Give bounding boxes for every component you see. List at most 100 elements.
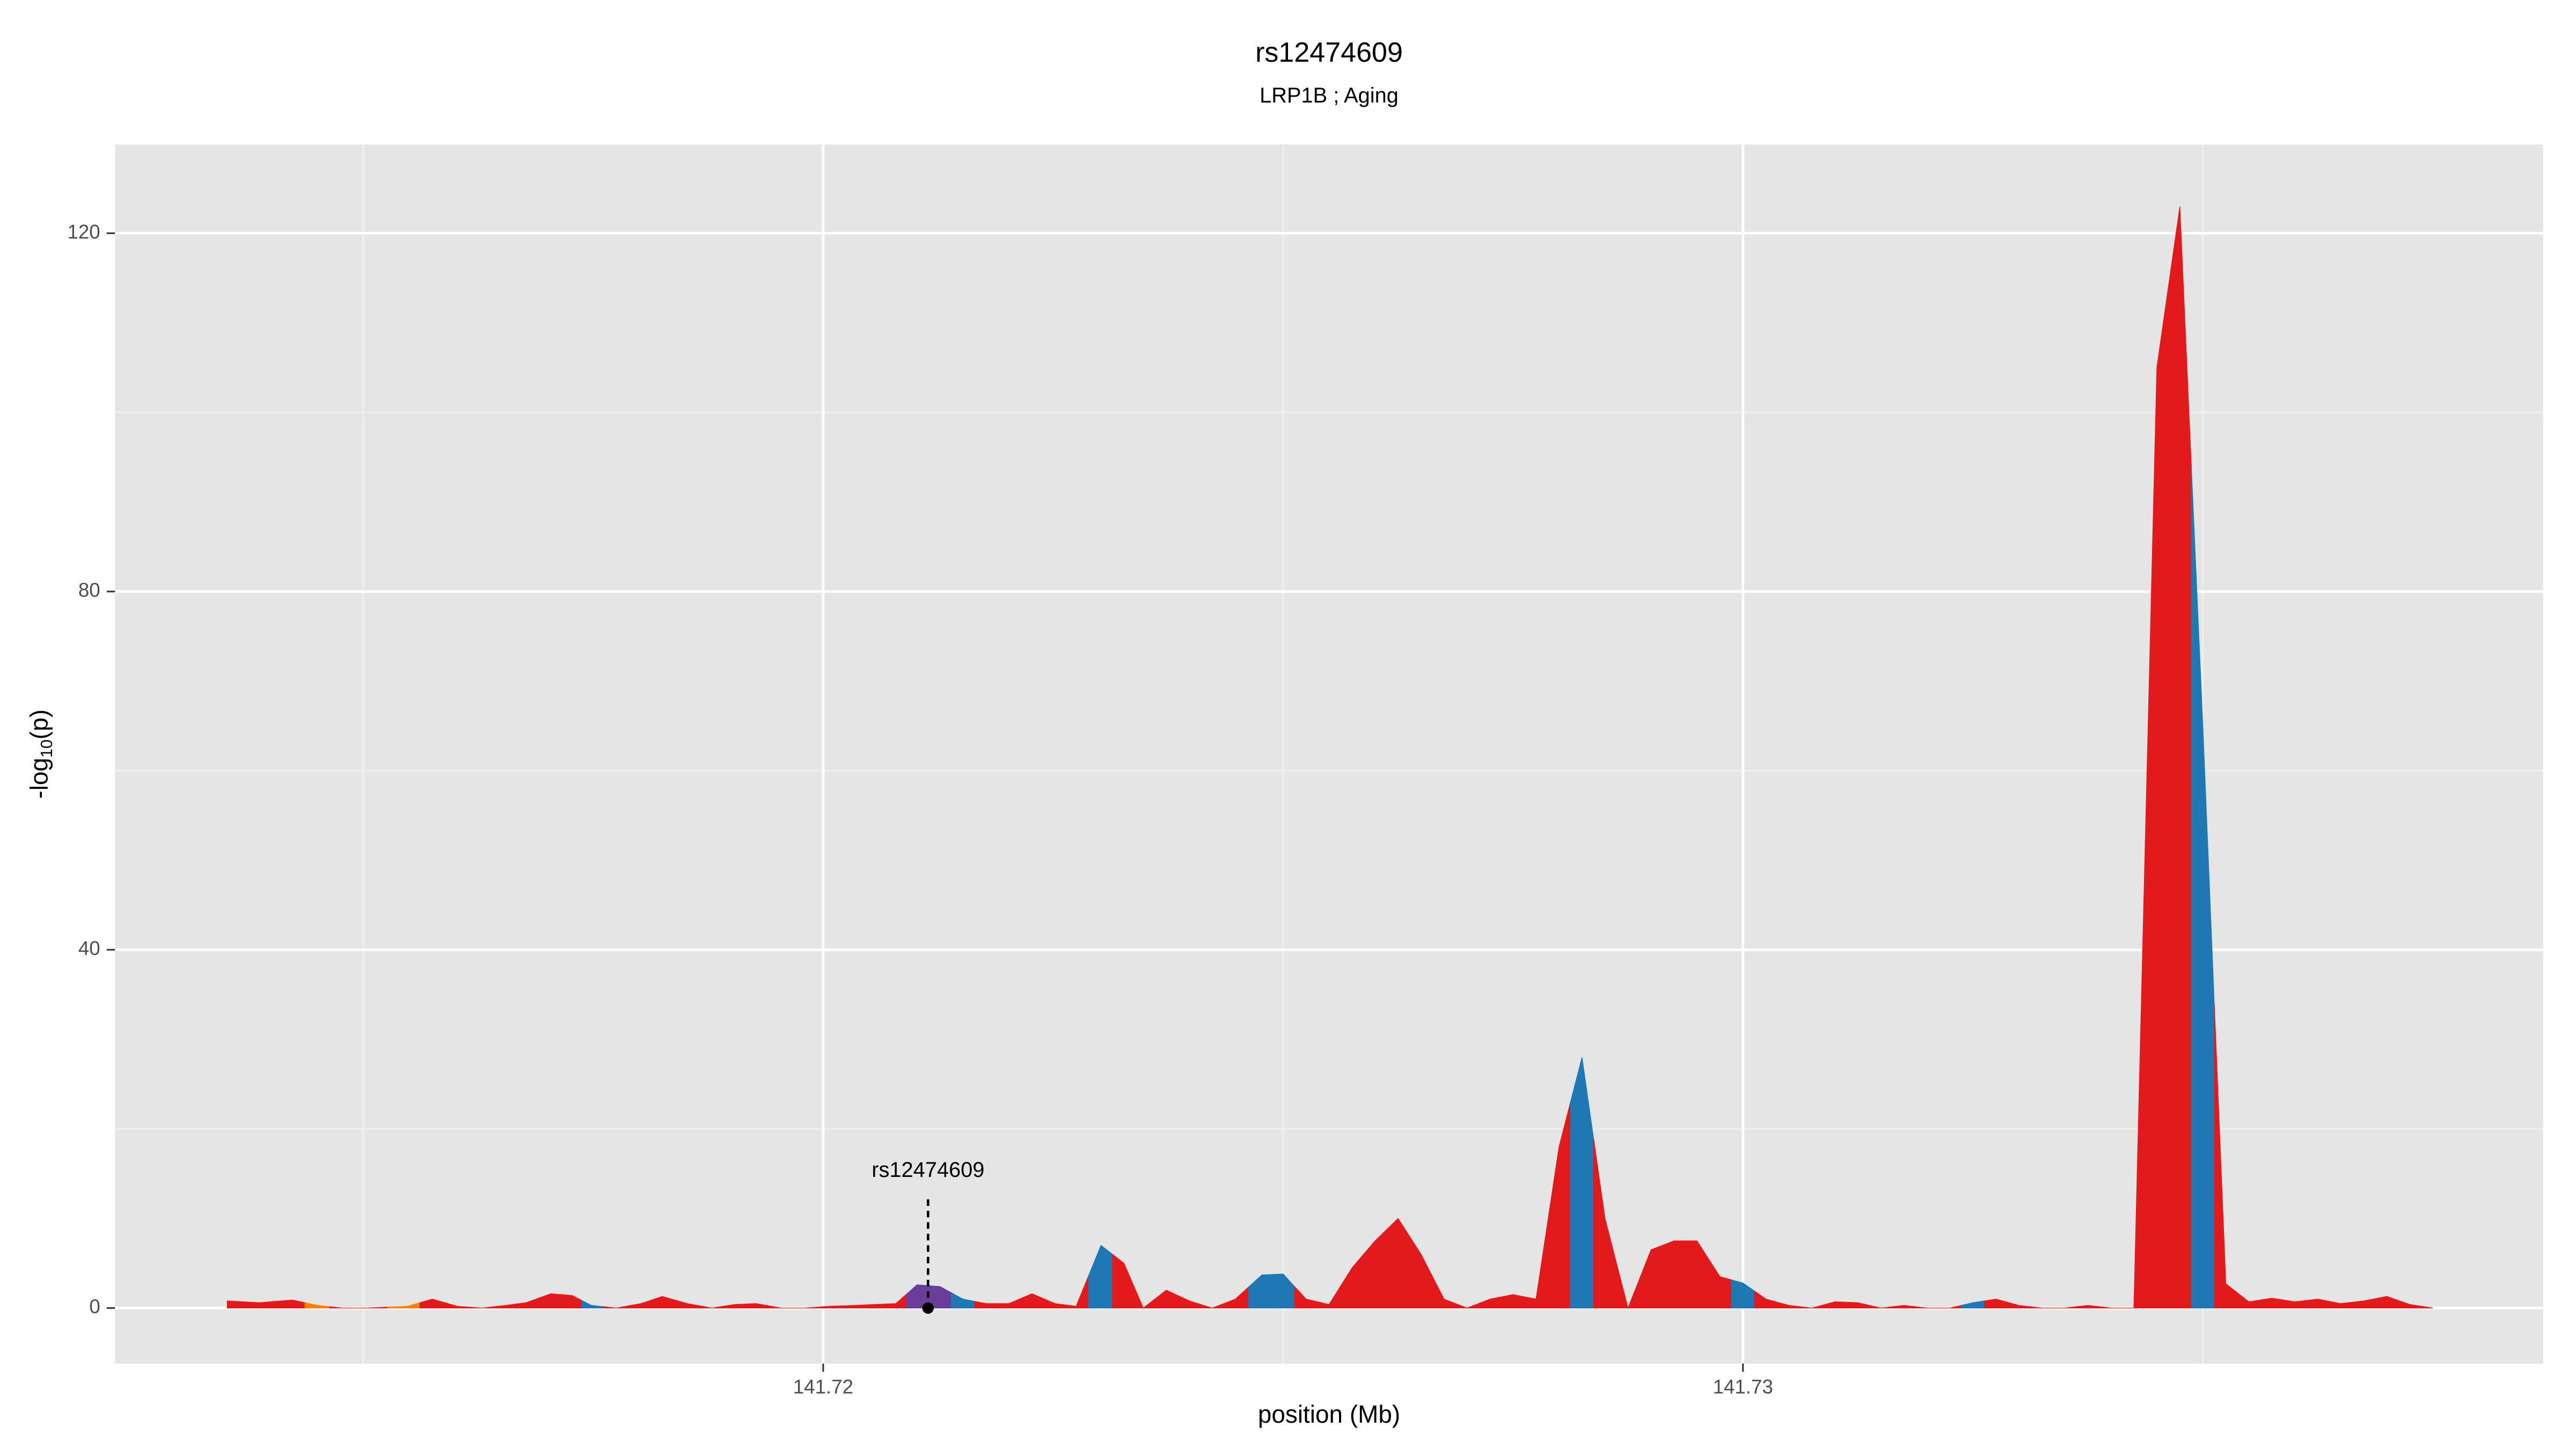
area-segment: [699, 1305, 724, 1308]
y-axis-label-tail: (p): [25, 709, 53, 740]
area-segment: [1478, 1296, 1502, 1308]
x-tick-label: 141.72: [793, 1375, 853, 1397]
area-segment: [674, 1299, 700, 1308]
area-segment: [2168, 206, 2192, 1308]
area-segment: [1547, 1102, 1571, 1308]
area-segment: [1272, 1274, 1295, 1308]
area-segment: [493, 1304, 517, 1308]
area-segment: [1823, 1301, 1847, 1308]
area-segment: [1154, 1290, 1179, 1308]
area-segment: [1363, 1228, 1387, 1308]
area-segment: [1432, 1276, 1456, 1308]
area-segment: [997, 1298, 1021, 1308]
area-segment: [1524, 1223, 1548, 1308]
area-segment: [928, 1285, 952, 1308]
y-tick-label: 80: [78, 579, 100, 601]
area-segment: [974, 1301, 998, 1308]
y-axis-label-sub: 10: [38, 740, 56, 758]
area-segment: [538, 1293, 562, 1308]
area-segment: [2076, 1305, 2100, 1308]
x-tick-label: 141.73: [1713, 1375, 1773, 1397]
area-segment: [603, 1305, 630, 1308]
area: [226, 206, 2433, 1309]
area-segment: [2375, 1296, 2399, 1308]
y-tick-label: 40: [78, 937, 100, 959]
area-segment: [651, 1296, 675, 1308]
area-segment: [1223, 1286, 1249, 1308]
area-segment: [745, 1303, 769, 1308]
area-segment: [723, 1304, 746, 1308]
x-axis-label: position (Mb): [1258, 1400, 1400, 1428]
area-segment: [1708, 1257, 1732, 1308]
highlight-point: [922, 1302, 934, 1314]
area-segment: [628, 1299, 652, 1308]
area-segment: [2007, 1301, 2031, 1308]
area-segment: [419, 1299, 445, 1308]
area-segment: [1294, 1285, 1318, 1308]
area-segment: [841, 1304, 876, 1308]
area-segment: [1112, 1253, 1134, 1308]
area-segment: [1846, 1301, 1870, 1308]
area-segment: [2306, 1299, 2330, 1308]
area-segment: [1685, 1240, 1709, 1308]
area-segment: [951, 1292, 975, 1308]
area-segment: [1869, 1305, 1893, 1308]
area-segment: [1731, 1279, 1755, 1308]
area-segment: [2237, 1292, 2261, 1308]
area-segment: [2421, 1306, 2433, 1308]
area-segment: [1639, 1245, 1663, 1308]
area-segment: [226, 1300, 244, 1308]
area-segment: [1200, 1303, 1224, 1308]
area-segment: [444, 1302, 470, 1308]
y-tick-label: 120: [67, 221, 100, 243]
area-segment: [1570, 1057, 1594, 1308]
area-segment: [2352, 1298, 2376, 1308]
area-segment: [1961, 1300, 1985, 1308]
area-segment: [1800, 1304, 1824, 1308]
area-segment: [2214, 1005, 2238, 1308]
area-segment: [2030, 1306, 2054, 1308]
area-segment: [817, 1305, 843, 1308]
area-segment: [386, 1302, 421, 1308]
area-segment: [2191, 466, 2215, 1308]
y-axis-label: -log10(p): [25, 709, 56, 799]
area-segment: [1455, 1303, 1479, 1308]
area-segment: [243, 1301, 276, 1308]
area-segment: [1984, 1299, 2008, 1308]
area-segment: [768, 1305, 793, 1308]
y-axis-label-text: -log: [25, 758, 53, 799]
area-segment: [1616, 1263, 1640, 1309]
annotation: rs12474609: [872, 1158, 984, 1314]
area-segment: [1317, 1285, 1341, 1308]
area-segment: [2145, 287, 2169, 1308]
area-segment: [2398, 1300, 2422, 1308]
area-segment: [1409, 1235, 1433, 1308]
area-segment: [329, 1306, 355, 1308]
area-segment: [1386, 1218, 1410, 1308]
area-segment: [1065, 1276, 1089, 1308]
area-segment: [1915, 1306, 1938, 1308]
area-segment: [1133, 1285, 1155, 1309]
area-segment: [515, 1298, 539, 1308]
area-segment: [2283, 1299, 2307, 1308]
area-segment: [2099, 1306, 2123, 1308]
chart-subtitle: LRP1B ; Aging: [1260, 84, 1399, 107]
area-segment: [1777, 1301, 1801, 1308]
area-segment: [1248, 1274, 1273, 1308]
area-segment: [1501, 1294, 1525, 1308]
area-segment: [1177, 1295, 1202, 1308]
area-segment: [2329, 1301, 2353, 1308]
area-segment: [304, 1302, 331, 1308]
area-segment: [1088, 1245, 1113, 1308]
chart-title: rs12474609: [1255, 37, 1403, 68]
area-segment: [581, 1300, 604, 1308]
area-segment: [1340, 1253, 1364, 1308]
area-segment: [1020, 1293, 1044, 1308]
area-segment: [1662, 1240, 1686, 1308]
area-segment: [469, 1306, 494, 1308]
area-segment: [875, 1293, 907, 1308]
area-segment: [1593, 1138, 1617, 1308]
area-segment: [1892, 1305, 1916, 1308]
highlight-label: rs12474609: [872, 1158, 984, 1182]
